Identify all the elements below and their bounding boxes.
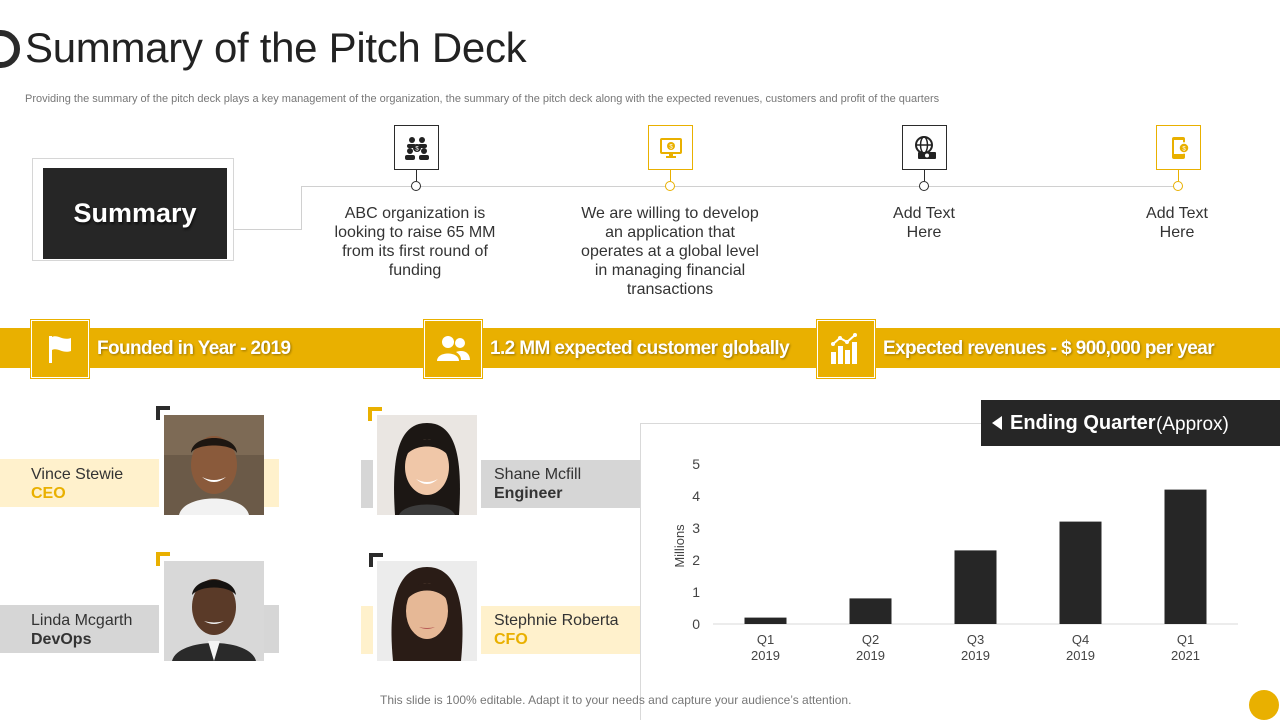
x-tick-label: Q4 bbox=[1072, 632, 1089, 647]
team-card-stephnie-bar-head bbox=[361, 606, 373, 654]
chart-bar bbox=[744, 617, 787, 624]
team-member-role: DevOps bbox=[31, 631, 92, 648]
photo-corner-accent bbox=[156, 406, 170, 420]
y-tick-label: 3 bbox=[692, 520, 700, 536]
flag-icon bbox=[49, 336, 71, 363]
page-subtitle: Providing the summary of the pitch deck … bbox=[25, 93, 940, 105]
chart-frame bbox=[640, 423, 1280, 720]
step-4-dot bbox=[1173, 181, 1183, 191]
highlight-3-text: Expected revenues - $ 900,000 per year bbox=[883, 338, 1215, 359]
chart-bar bbox=[1059, 521, 1102, 624]
step-3-dot bbox=[919, 181, 929, 191]
highlight-2-text: 1.2 MM expected customer globally bbox=[490, 338, 790, 359]
team-card-vince-bar bbox=[0, 459, 159, 507]
step-4-stem bbox=[1178, 170, 1179, 181]
team-member-name: Stephnie Roberta bbox=[494, 612, 619, 629]
summary-frame bbox=[32, 158, 234, 261]
team-card-vince-bar-tail bbox=[264, 459, 279, 507]
chart-bar bbox=[849, 598, 892, 624]
team-member-role: Engineer bbox=[494, 485, 563, 502]
step-2-icon-box: $ bbox=[648, 125, 693, 170]
title-ring-decoration bbox=[0, 30, 20, 68]
photo-corner-accent bbox=[369, 553, 383, 567]
avatar bbox=[164, 561, 264, 661]
team-card-shane-bar-head bbox=[361, 460, 373, 508]
summary-label: Summary bbox=[43, 168, 227, 259]
photo-corner-accent bbox=[156, 552, 170, 566]
x-tick-label: 2021 bbox=[1171, 648, 1200, 663]
footer-note: This slide is 100% editable. Adapt it to… bbox=[380, 693, 852, 707]
globe-cash-icon bbox=[914, 135, 936, 159]
svg-text:$: $ bbox=[1182, 146, 1186, 152]
team-card-linda-bar-tail bbox=[264, 605, 279, 653]
highlight-1-text: Founded in Year - 2019 bbox=[97, 338, 291, 359]
x-tick-label: 2019 bbox=[1066, 648, 1095, 663]
step-1-stem bbox=[416, 170, 417, 181]
team-card-stephnie-bar bbox=[481, 606, 640, 654]
team-member-name: Vince Stewie bbox=[31, 466, 124, 483]
svg-text:$: $ bbox=[669, 144, 673, 150]
step-2-stem bbox=[670, 170, 671, 181]
y-tick-label: 0 bbox=[692, 616, 700, 632]
team-member-role: CEO bbox=[31, 485, 66, 502]
x-tick-label: 2019 bbox=[856, 648, 885, 663]
step-3-stem bbox=[924, 170, 925, 181]
step-3-text: Add Text Here bbox=[893, 205, 955, 241]
chart-bar bbox=[1164, 489, 1207, 624]
step-1-icon-box: $ bbox=[394, 125, 439, 170]
avatar bbox=[377, 561, 477, 661]
team-member-name: Linda Mcgarth bbox=[31, 612, 133, 629]
x-tick-label: Q1 bbox=[1177, 632, 1194, 647]
photo-corner-accent bbox=[368, 407, 382, 421]
triangle-left-icon bbox=[992, 416, 1002, 430]
step-2-text: We are willing to develop an application… bbox=[581, 205, 759, 298]
team-card-linda-bar bbox=[0, 605, 159, 653]
ending-quarter-header: Ending Quarter (Approx) bbox=[981, 400, 1280, 446]
summary-connector bbox=[234, 229, 302, 230]
x-tick-label: Q1 bbox=[757, 632, 774, 647]
ending-quarter-suffix: (Approx) bbox=[1156, 414, 1229, 435]
ending-quarter-label: Ending Quarter bbox=[1010, 412, 1156, 434]
x-tick-label: Q2 bbox=[862, 632, 879, 647]
timeline-line bbox=[301, 186, 1179, 187]
y-axis-label: Millions bbox=[672, 524, 687, 568]
users-icon bbox=[437, 336, 470, 361]
phone-coin-icon: $ bbox=[1171, 136, 1190, 159]
step-1-text: ABC organization is looking to raise 65 … bbox=[334, 205, 496, 279]
avatar bbox=[377, 415, 477, 515]
summary-connector-vertical bbox=[301, 186, 302, 230]
avatar bbox=[164, 415, 264, 515]
step-2-dot bbox=[665, 181, 675, 191]
y-tick-label: 2 bbox=[692, 552, 700, 568]
step-4-text: Add Text Here bbox=[1146, 205, 1208, 241]
team-member-name: Shane Mcfill bbox=[494, 466, 582, 483]
monitor-money-icon: $ bbox=[659, 137, 682, 158]
team-card-shane-bar bbox=[481, 460, 640, 508]
y-tick-label: 5 bbox=[692, 456, 700, 472]
highlights-band bbox=[0, 328, 1280, 368]
highlight-3-icon-box bbox=[816, 319, 876, 379]
y-tick-label: 4 bbox=[692, 488, 700, 504]
x-tick-label: 2019 bbox=[961, 648, 990, 663]
y-tick-label: 1 bbox=[692, 584, 700, 600]
step-3-icon-box bbox=[902, 125, 947, 170]
revenue-bar-chart: 012345MillionsQ12019Q22019Q32019Q42019Q1… bbox=[672, 456, 1238, 663]
team-member-role: CFO bbox=[494, 631, 528, 648]
chart-bar bbox=[954, 550, 997, 624]
step-4-icon-box: $ bbox=[1156, 125, 1201, 170]
highlight-1-icon-box bbox=[30, 319, 90, 379]
highlight-2-icon-box bbox=[423, 319, 483, 379]
decorative-dot bbox=[1249, 690, 1279, 720]
svg-text:$: $ bbox=[415, 146, 419, 152]
bar-growth-icon bbox=[831, 333, 857, 364]
step-1-dot bbox=[411, 181, 421, 191]
page-title: Summary of the Pitch Deck bbox=[25, 24, 527, 71]
x-tick-label: 2019 bbox=[751, 648, 780, 663]
x-tick-label: Q3 bbox=[967, 632, 984, 647]
people-money-icon: $ bbox=[404, 136, 429, 160]
